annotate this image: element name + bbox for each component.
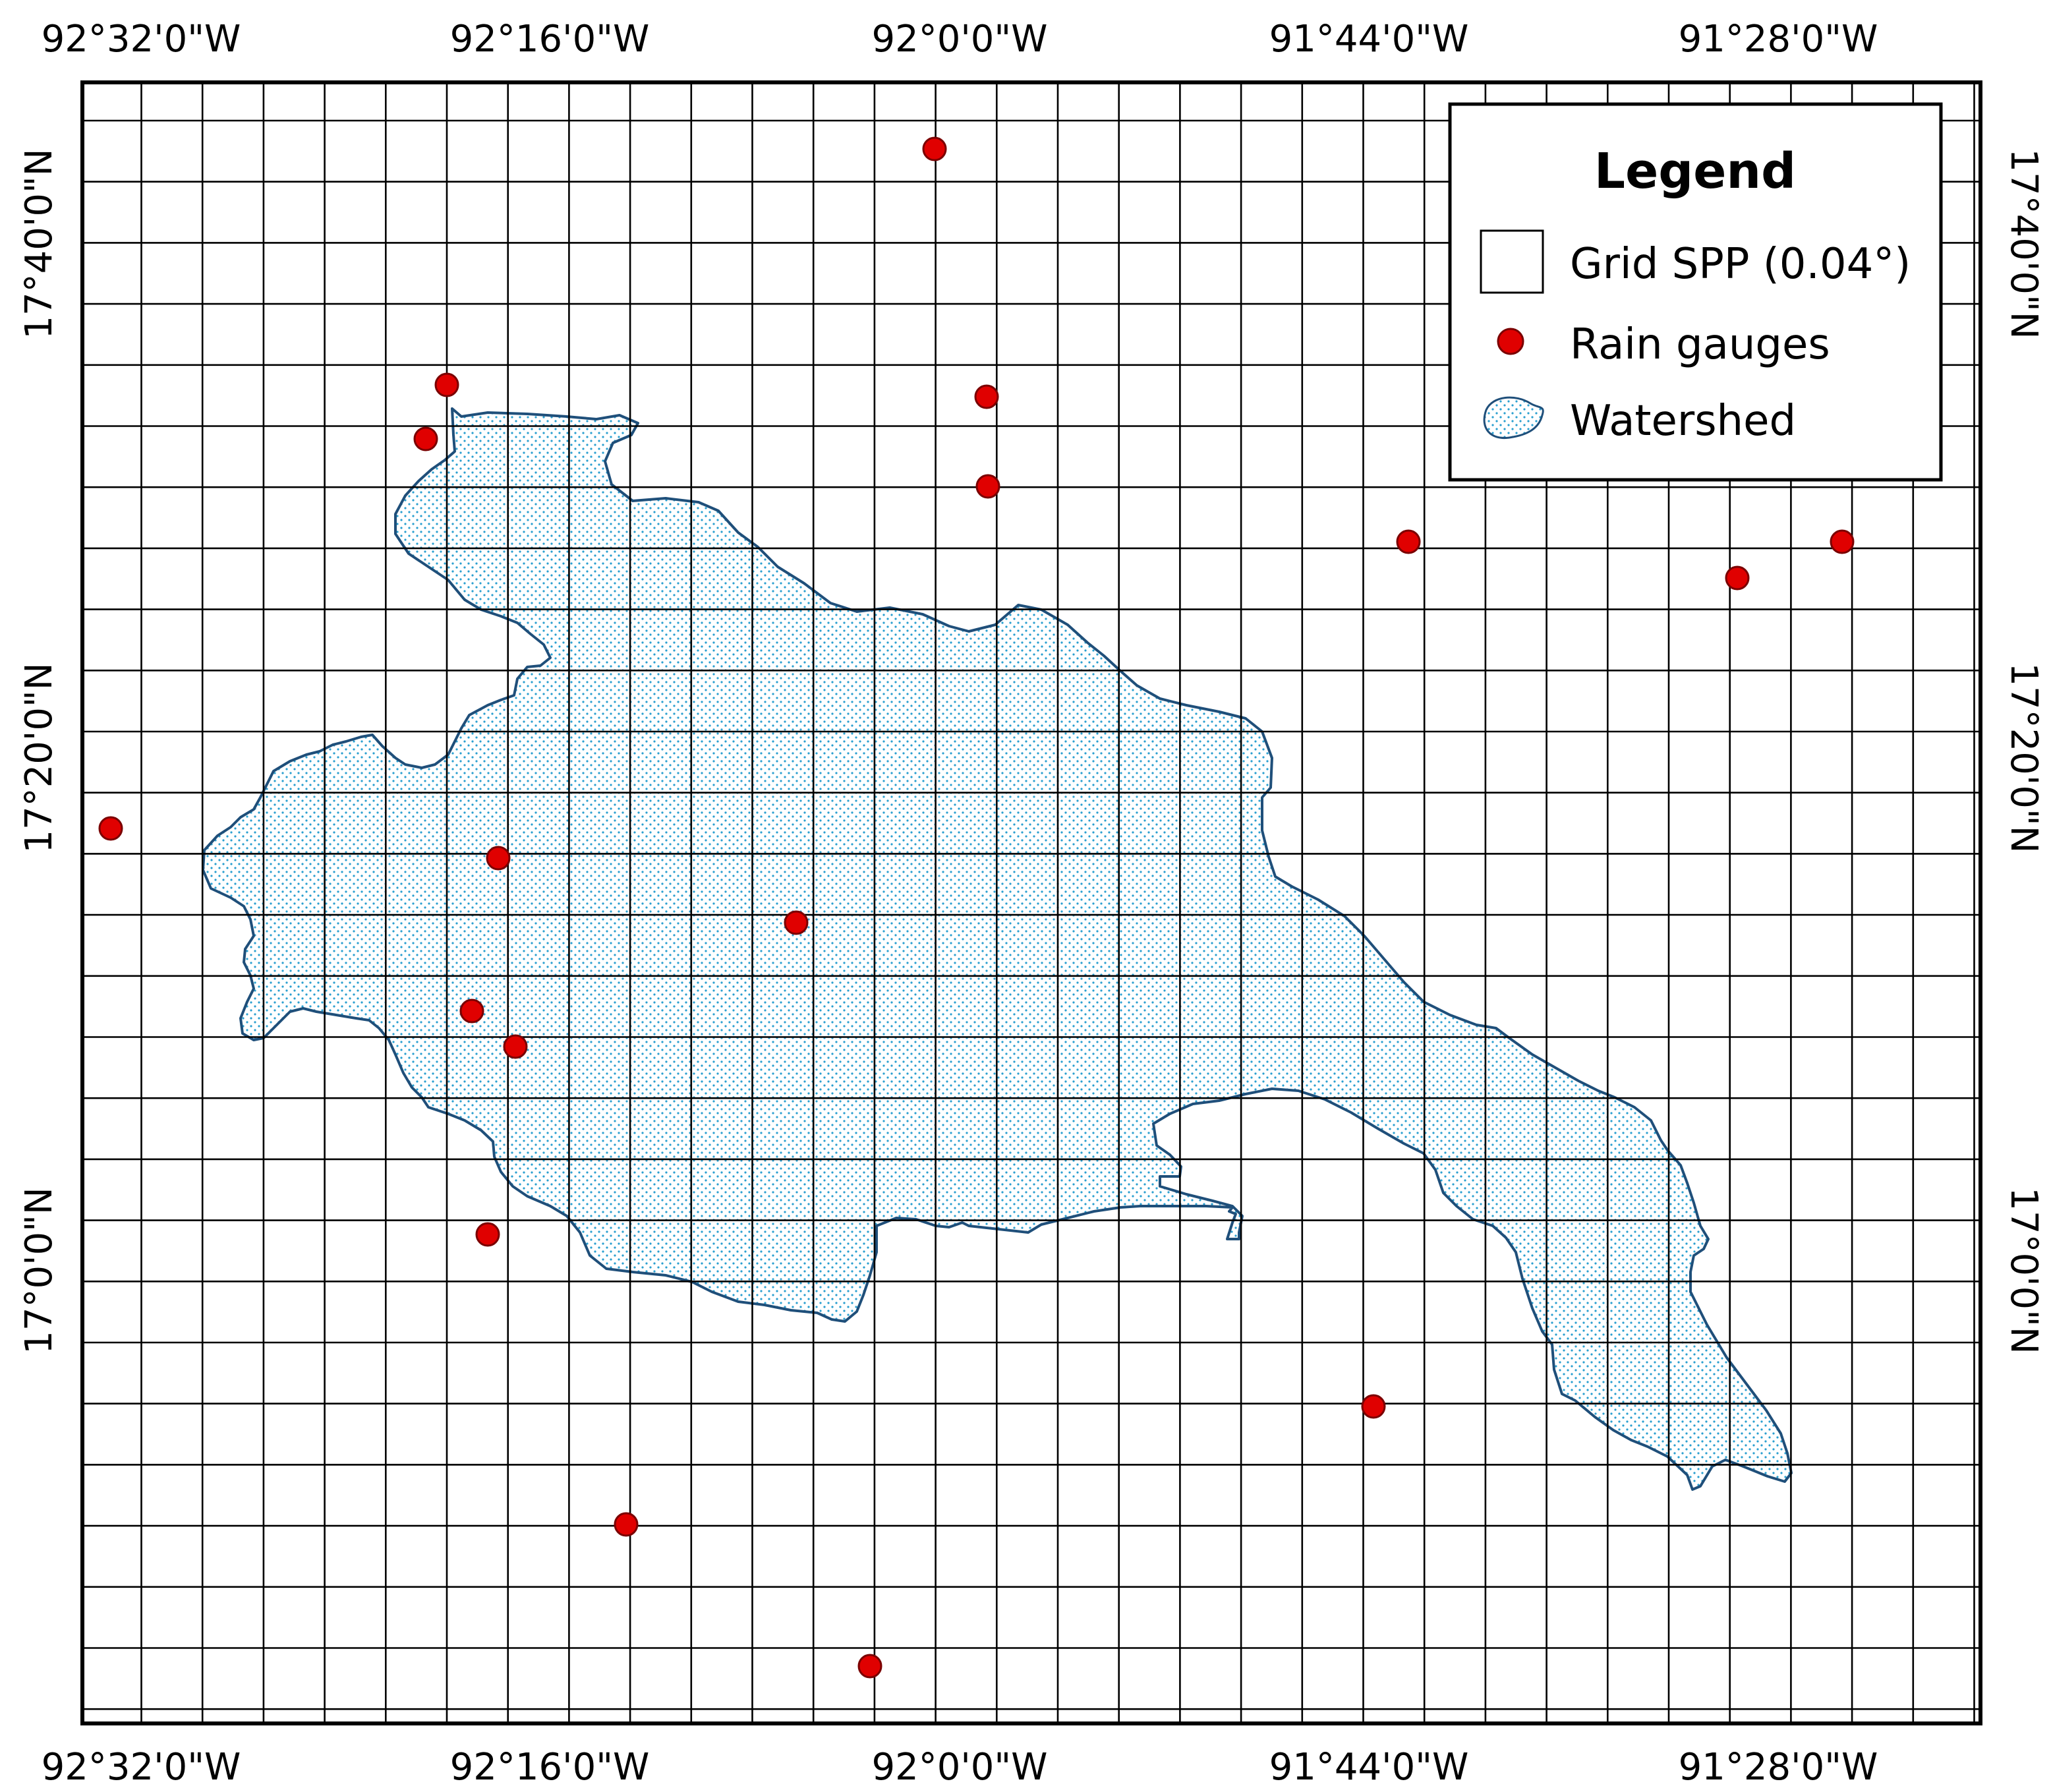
bottom-axis-label: 92°0'0"W <box>871 1746 1047 1789</box>
bottom-axis-label: 91°28'0"W <box>1679 1746 1878 1789</box>
top-axis-label: 92°0'0"W <box>871 18 1047 61</box>
rain-gauge-marker <box>459 998 484 1024</box>
left-axis-label: 17°40'0"N <box>18 148 61 339</box>
legend-item-grid-label: Grid SPP (0.04°) <box>1570 240 1911 289</box>
top-axis-label: 91°28'0"W <box>1679 18 1878 61</box>
legend-item-rain-label: Rain gauges <box>1570 320 1830 369</box>
legend: Legend Grid SPP (0.04°) Rain gauges Wate… <box>1448 102 1943 482</box>
rain-gauge-marker <box>486 846 511 871</box>
rain-gauge-marker <box>434 372 459 397</box>
rain-gauges-layer <box>98 136 1855 1679</box>
rain-gauge-marker <box>475 1222 500 1247</box>
left-axis-label: 17°0'0"N <box>18 1187 61 1354</box>
bottom-axis-label: 92°16'0"W <box>450 1746 650 1789</box>
rain-gauge-marker <box>1396 529 1421 554</box>
rain-gauge-marker <box>857 1654 882 1679</box>
legend-item-watershed-label: Watershed <box>1570 397 1796 446</box>
rain-gauge-marker <box>413 426 438 451</box>
rain-gauge-marker <box>98 816 123 841</box>
grid-square-icon <box>1480 229 1544 294</box>
bottom-axis-label: 91°44'0"W <box>1269 1746 1469 1789</box>
rain-gauge-marker <box>784 910 809 935</box>
top-axis-label: 91°44'0"W <box>1269 18 1469 61</box>
rain-gauge-marker <box>1830 529 1855 554</box>
right-axis-label: 17°20'0"N <box>2002 662 2045 853</box>
top-axis-label: 92°32'0"W <box>42 18 241 61</box>
map-frame <box>80 80 1982 1725</box>
rain-gauge-marker <box>503 1034 528 1059</box>
rain-gauge-marker <box>974 384 999 409</box>
rain-gauge-marker <box>975 474 1000 499</box>
red-dot-icon <box>1497 328 1524 355</box>
legend-title: Legend <box>1594 143 1796 200</box>
rain-gauge-marker <box>1361 1394 1386 1419</box>
watershed-patch-icon <box>1483 396 1544 440</box>
rain-gauge-marker <box>614 1512 639 1537</box>
right-axis-label: 17°0'0"N <box>2002 1187 2045 1354</box>
rain-gauge-marker <box>1725 565 1750 591</box>
bottom-axis-label: 92°32'0"W <box>42 1746 241 1789</box>
right-axis-label: 17°40'0"N <box>2002 148 2045 339</box>
rain-gauge-marker <box>922 136 947 161</box>
left-axis-label: 17°20'0"N <box>18 662 61 853</box>
top-axis-label: 92°16'0"W <box>450 18 650 61</box>
